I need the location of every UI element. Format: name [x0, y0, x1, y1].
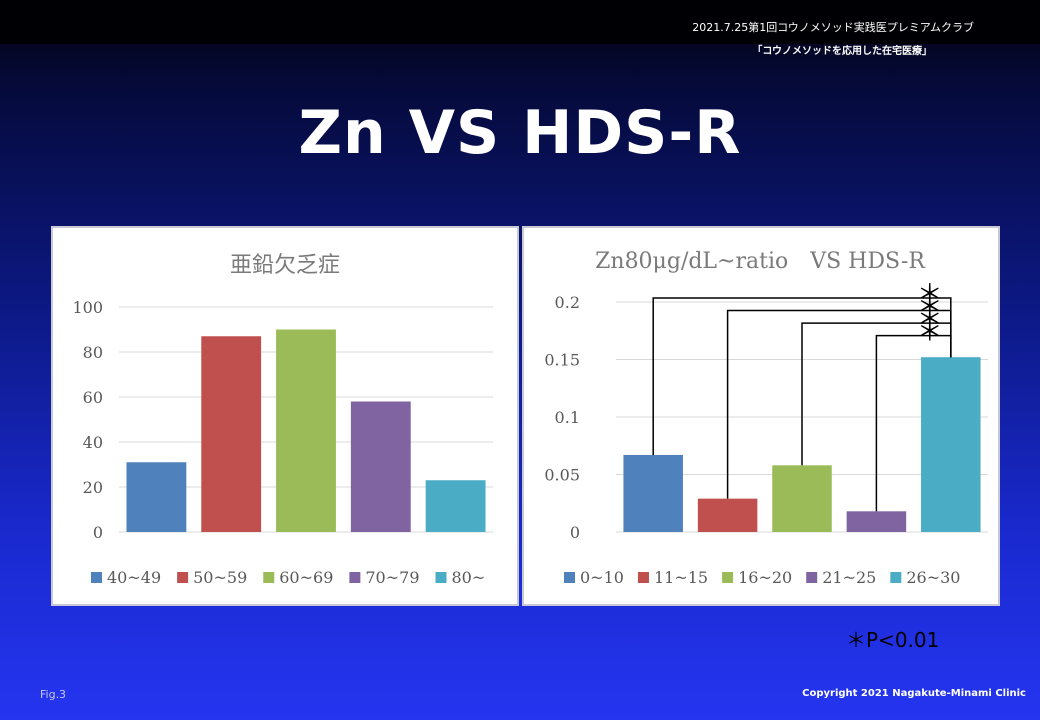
left-bar-80~: [425, 480, 486, 532]
chart-panel-zinc-deficiency: 亜鉛欠乏症 0 20 40 60 80 100 40~49 50~59 60~69 70~79 80~: [51, 226, 519, 606]
chart-panel-zn-ratio-vs-hdsr: Zn80μg/dL~ratio VS HDS-R 0 0.05 0.1 0.15 0.2 0…: [522, 226, 1000, 606]
left-y-tick-label: 40: [83, 433, 103, 452]
left-legend-label: 70~79: [365, 568, 419, 587]
header-subtitle: 「コウノメソッドを応用した在宅医療」: [752, 46, 932, 57]
left-legend-label: 40~49: [107, 568, 161, 587]
slide-title: Zn VS HDS-R: [298, 98, 742, 168]
left-legend-swatch: [435, 572, 447, 583]
right-y-tick-label: 0: [570, 523, 580, 542]
left-bar-70~79: [350, 401, 411, 532]
right-y-tick-label: 0.1: [555, 408, 580, 427]
left-chart-title: 亜鉛欠乏症: [230, 253, 340, 278]
right-legend-label: 0~10: [580, 568, 624, 587]
chart-zinc-deficiency-svg: 亜鉛欠乏症 0 20 40 60 80 100 40~49 50~59 60~69 70~79 80~: [72, 253, 493, 587]
left-legend-label: 80~: [452, 568, 486, 587]
header-event-title: 2021.7.25第1回コウノメソッド実践医プレミアムクラブ: [692, 21, 974, 34]
chart-zn-ratio-vs-hdsr-svg: Zn80μg/dL~ratio VS HDS-R 0 0.05 0.1 0.15 0.2 0…: [544, 249, 988, 587]
significance-note: ＊P<0.01: [846, 628, 940, 652]
left-y-tick-label: 80: [83, 343, 103, 362]
left-y-tick-label: 60: [83, 388, 103, 407]
left-legend-swatch: [91, 572, 102, 583]
left-legend-swatch: [349, 572, 361, 583]
right-legend-label: 11~15: [654, 568, 708, 587]
significance-bracket-21~25: [875, 334, 952, 512]
left-bar-50~59: [201, 336, 262, 532]
right-legend-swatch: [637, 572, 649, 583]
right-chart-title: Zn80μg/dL~ratio VS HDS-R: [595, 249, 926, 274]
right-bar-0~10: [623, 454, 683, 532]
right-y-tick-label: 0.2: [555, 293, 580, 312]
left-legend-swatch: [177, 572, 189, 583]
significance-star: ＊: [917, 293, 943, 323]
right-bar-21~25: [846, 511, 907, 532]
left-legend-label: 50~59: [193, 568, 247, 587]
left-legend-swatch: [263, 572, 275, 583]
right-legend-swatch: [890, 572, 902, 583]
right-legend-swatch: [806, 572, 818, 583]
left-bar-40~49: [126, 462, 187, 532]
left-legend-label: 60~69: [279, 568, 333, 587]
right-bar-16~20: [772, 465, 832, 532]
significance-star: ＊: [917, 280, 943, 310]
right-legend-label: 16~20: [738, 568, 792, 587]
left-y-tick-label: 20: [83, 478, 103, 497]
right-legend-label: 21~25: [822, 568, 876, 587]
right-y-tick-label: 0.05: [544, 466, 580, 485]
left-y-tick-label: 100: [72, 298, 103, 317]
significance-star: ＊: [917, 305, 943, 335]
copyright-text: Copyright 2021 Nagakute-Minami Clinic: [802, 688, 1026, 699]
figure-label: Fig.3: [40, 688, 67, 701]
right-legend-swatch: [564, 572, 575, 583]
significance-star: ＊: [917, 318, 943, 348]
right-bar-11~15: [697, 498, 758, 532]
right-y-tick-label: 0.15: [544, 351, 580, 370]
right-bar-26~30: [921, 357, 981, 532]
top-bar: [0, 0, 1040, 44]
left-bar-60~69: [276, 329, 336, 532]
right-legend-label: 26~30: [906, 568, 960, 587]
left-y-tick-label: 0: [93, 523, 103, 542]
right-legend-swatch: [722, 572, 734, 583]
